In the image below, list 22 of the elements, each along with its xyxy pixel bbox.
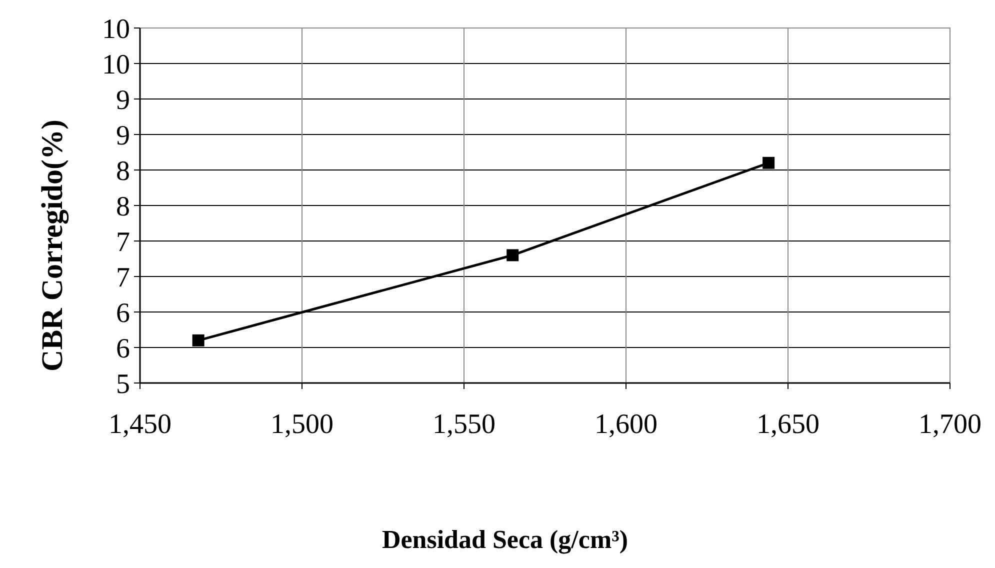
y-tick-label: 5: [116, 368, 130, 400]
y-tick-label: 7: [116, 226, 130, 258]
y-tick-label: 8: [116, 156, 130, 187]
y-axis-title: CBR Corregido(%): [36, 120, 69, 372]
x-tick-label: 1,500: [270, 409, 334, 440]
y-tick-label: 9: [116, 120, 130, 152]
x-tick-label: 1,600: [594, 409, 658, 440]
x-tick-label: 1,550: [432, 409, 496, 440]
y-tick-label: 6: [116, 298, 130, 329]
y-tick-label: 9: [116, 84, 130, 116]
y-tick-label: 7: [116, 262, 130, 294]
y-tick-label: 8: [116, 191, 130, 222]
x-tick-label: 1,650: [756, 409, 820, 440]
point: [762, 156, 775, 169]
y-tick-label: 6: [116, 333, 130, 364]
x-axis-title: Densidad Seca (g/cm³): [382, 525, 628, 554]
y-tick-label: 10: [102, 14, 130, 45]
x-tick-label: 1,450: [108, 409, 172, 440]
x-tick-label: 1,700: [918, 409, 982, 440]
y-tick-label: 10: [102, 49, 130, 80]
point: [506, 249, 519, 262]
point: [192, 334, 204, 346]
